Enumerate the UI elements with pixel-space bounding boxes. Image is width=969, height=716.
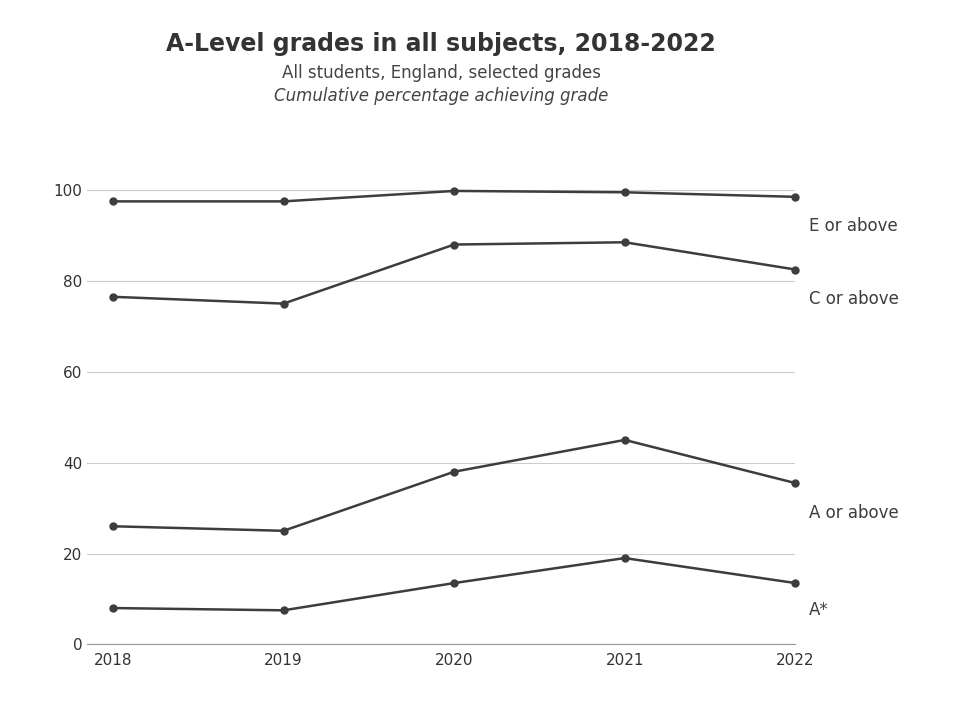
Text: A or above: A or above xyxy=(808,503,898,521)
Text: All students, England, selected grades: All students, England, selected grades xyxy=(282,64,600,82)
Text: C or above: C or above xyxy=(808,290,898,308)
Text: A*: A* xyxy=(808,601,828,619)
Text: E or above: E or above xyxy=(808,217,897,236)
Text: A-Level grades in all subjects, 2018-2022: A-Level grades in all subjects, 2018-202… xyxy=(167,32,715,57)
Text: Cumulative percentage achieving grade: Cumulative percentage achieving grade xyxy=(274,87,608,105)
